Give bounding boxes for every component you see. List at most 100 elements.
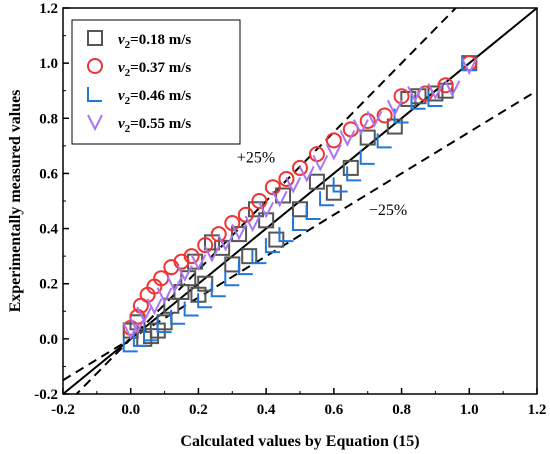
data-point-series-1 <box>308 173 325 190</box>
data-point-series-3 <box>332 177 348 193</box>
data-point-series-4 <box>176 265 193 282</box>
data-point-series-3 <box>292 216 307 232</box>
data-point-series-4 <box>366 110 383 128</box>
data-point-series-3 <box>305 205 321 221</box>
x-tick-label: 0.4 <box>257 402 276 418</box>
legend: v2=0.18 m/s v2=0.37 m/s v2=0.46 m/s v2=0.55… <box>71 19 241 145</box>
data-point-series-2 <box>237 206 254 223</box>
data-point-series-1 <box>241 248 258 265</box>
x-tick-label: 0.2 <box>189 402 208 418</box>
data-point-series-2 <box>393 88 410 105</box>
data-point-series-1 <box>268 231 285 248</box>
annotation-plus-25: +25% <box>237 149 275 166</box>
data-point-series-4 <box>190 254 207 271</box>
x-tick-label: 1.0 <box>460 402 479 418</box>
data-point-series-2 <box>224 215 241 232</box>
data-point-series-4 <box>386 99 403 117</box>
data-point-series-2 <box>197 237 214 254</box>
data-point-series-4 <box>325 143 342 161</box>
y-axis-title: Experimentally measured values <box>7 90 24 313</box>
data-point-series-4 <box>244 215 261 233</box>
data-point-series-3 <box>122 337 138 353</box>
x-tick-label: 0.6 <box>324 402 343 418</box>
data-point-series-1 <box>342 159 359 176</box>
data-point-series-4 <box>166 276 183 293</box>
legend-label-2: v2=0.37 m/s <box>118 60 191 79</box>
data-point-series-4 <box>129 317 146 335</box>
legend-marker-4 <box>87 114 103 132</box>
data-point-series-3 <box>143 326 159 342</box>
legend-label-1: v2=0.18 m/s <box>118 32 191 51</box>
data-point-series-4 <box>136 306 153 324</box>
data-point-series-2 <box>278 170 295 187</box>
data-point-series-4 <box>204 245 220 263</box>
legend-label-3: v2=0.46 m/s <box>118 88 191 107</box>
data-point-series-4 <box>156 287 173 304</box>
data-point-series-4 <box>353 119 369 136</box>
data-point-series-2 <box>437 77 454 94</box>
axis-ticks: -0.2 0.0 0.2 0.4 0.6 0.8 1.0 1.2 -0.2 0.0 0.2 0.4 0.… <box>34 1 546 418</box>
data-point-series-2 <box>251 193 268 209</box>
data-point-series-1 <box>359 129 376 146</box>
data-point-series-3 <box>410 94 426 110</box>
data-point-series-4 <box>339 130 356 147</box>
data-point-series-1 <box>258 212 275 229</box>
y-tick-label: 1.0 <box>39 56 58 72</box>
data-point-series-1 <box>275 187 292 204</box>
data-point-series-2 <box>292 159 308 176</box>
x-tick-label: 0.0 <box>121 402 140 418</box>
data-point-series-2 <box>376 107 393 124</box>
data-point-series-3 <box>210 282 226 298</box>
data-point-series-3 <box>359 149 375 165</box>
data-point-series-3 <box>376 133 392 149</box>
data-point-series-3 <box>427 91 443 107</box>
annotation-minus-25: −25% <box>369 202 407 219</box>
legend-marker-3 <box>87 87 102 102</box>
data-point-series-4 <box>407 86 424 103</box>
data-point-series-4 <box>285 177 302 194</box>
data-point-series-4 <box>271 190 288 208</box>
data-point-series-2 <box>210 226 227 243</box>
data-point-series-2 <box>264 179 281 196</box>
data-point-series-2 <box>325 132 342 149</box>
x-tick-label: 0.8 <box>392 402 411 418</box>
data-point-series-3 <box>319 191 335 207</box>
data-point-series-4 <box>461 58 478 76</box>
data-point-series-3 <box>156 318 172 334</box>
data-point-series-3 <box>197 293 213 309</box>
x-axis-title: Calculated values by Equation (15) <box>180 433 419 450</box>
x-tick-label: -0.2 <box>51 402 75 418</box>
y-tick-label: 0.2 <box>39 277 58 293</box>
legend-marker-1 <box>87 30 103 46</box>
data-point-series-3 <box>346 166 362 182</box>
data-point-series-3 <box>132 331 148 347</box>
data-point-series-4 <box>444 80 461 98</box>
legend-box <box>71 19 241 145</box>
y-tick-label: 0.8 <box>39 111 58 127</box>
data-point-series-2 <box>359 113 376 130</box>
data-point-series-4 <box>217 234 234 252</box>
data-point-series-4 <box>231 223 247 241</box>
legend-marker-2 <box>87 58 103 74</box>
data-points <box>122 55 478 353</box>
y-tick-label: 0.4 <box>39 222 58 238</box>
x-tick-label: 1.2 <box>528 402 547 418</box>
y-tick-label: 0.6 <box>39 166 58 182</box>
data-point-series-3 <box>237 260 253 276</box>
y-tick-label: 0.0 <box>39 332 58 348</box>
data-point-series-2 <box>183 248 200 265</box>
y-tick-label: -0.2 <box>34 387 58 403</box>
y-tick-label: 1.2 <box>39 1 58 17</box>
data-point-series-4 <box>258 201 275 219</box>
data-point-series-3 <box>264 238 280 254</box>
data-point-series-4 <box>312 154 329 172</box>
data-point-series-4 <box>427 83 444 100</box>
data-point-series-3 <box>278 227 294 243</box>
data-point-series-4 <box>146 298 163 316</box>
data-point-series-3 <box>224 271 240 287</box>
data-point-series-3 <box>251 249 267 265</box>
data-point-series-4 <box>298 165 315 183</box>
data-point-series-3 <box>183 301 199 317</box>
